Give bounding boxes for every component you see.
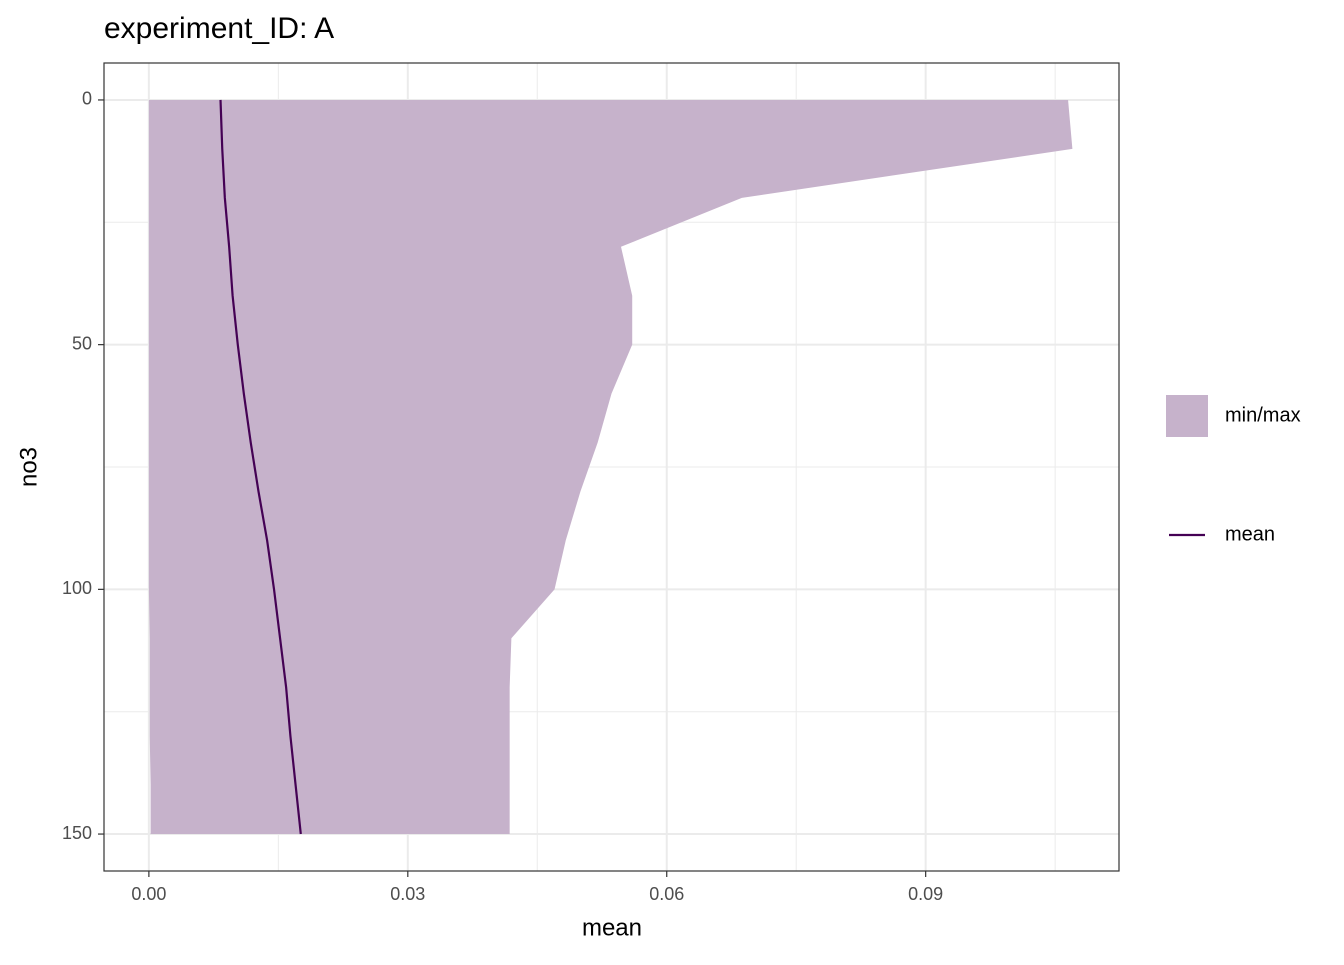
x-tick-label: 0.06 — [649, 884, 684, 904]
x-tick-label: 0.00 — [131, 884, 166, 904]
y-tick-label: 50 — [72, 333, 92, 353]
legend-label: min/max — [1225, 404, 1301, 426]
ribbon — [148, 99, 1073, 835]
panel-border — [103, 62, 1120, 872]
y-tick-label: 100 — [62, 578, 92, 598]
y-axis-label: no3 — [15, 447, 42, 487]
legend-label: mean — [1225, 523, 1275, 545]
x-tick-label: 0.09 — [908, 884, 943, 904]
legend-key — [1166, 395, 1208, 437]
x-tick-label: 0.03 — [390, 884, 425, 904]
x-axis-label: mean — [582, 914, 642, 941]
y-tick-label: 0 — [82, 89, 92, 109]
chart-title: experiment_ID: A — [104, 12, 334, 45]
y-tick-label: 150 — [62, 823, 92, 843]
mean-line — [219, 99, 302, 835]
